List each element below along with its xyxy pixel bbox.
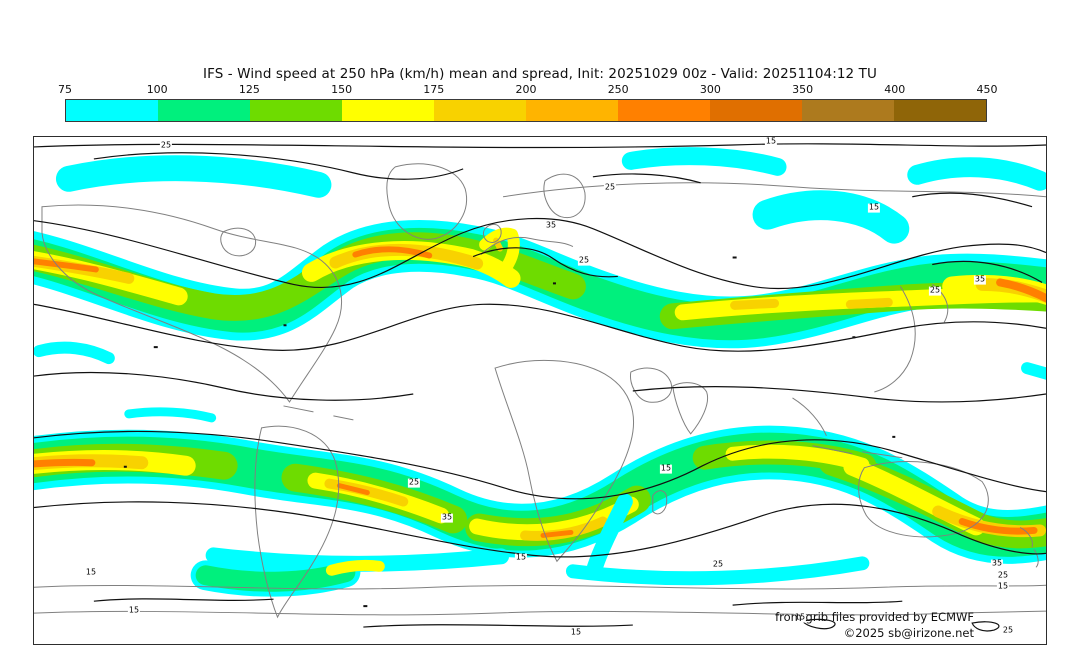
colorbar-tick-label: 150 (331, 83, 353, 96)
contour-label: 15 (793, 612, 807, 623)
colorbar-segment-200-250 (526, 100, 618, 121)
chart-title: IFS - Wind speed at 250 hPa (km/h) mean … (203, 66, 877, 82)
contour-label: 25 (407, 477, 421, 488)
contour-label: 15 (127, 605, 141, 616)
contour-label: 25 (159, 140, 173, 151)
contour-label: 35 (544, 220, 558, 231)
contour-label: 15 (569, 627, 583, 638)
colorbar-tick-label: 200 (515, 83, 537, 96)
map-canvas (34, 143, 1046, 632)
colorbar-tick-label: 250 (607, 83, 629, 96)
colorbar-tick-row: 75 100 125 150 175 200 250 300 350 400 450 (58, 83, 998, 96)
colorbar-segment-75-100 (66, 100, 158, 121)
contour-label: 25 (996, 570, 1010, 581)
colorbar-tick-label: 175 (423, 83, 445, 96)
contour-label: 25 (577, 255, 591, 266)
contour-label: 15 (996, 581, 1010, 592)
colorbar-segment-125-150 (250, 100, 342, 121)
attribution-copyright: ©2025 sb@irizone.net (843, 626, 974, 640)
colorbar-tick-label: 300 (699, 83, 721, 96)
contour-label: 25 (711, 559, 725, 570)
colorbar-tick-label: 400 (884, 83, 906, 96)
contour-label: 35 (990, 558, 1004, 569)
attribution-ecmwf: from grib files provided by ECMWF (775, 610, 974, 624)
contour-label: 15 (764, 136, 778, 147)
colorbar-tick-label: 350 (792, 83, 814, 96)
colorbar-segment-400-450 (894, 100, 986, 121)
contour-label: 25 (1001, 625, 1015, 636)
colorbar-tick-label: 450 (976, 83, 998, 96)
world-wind-map: 15 25 25 35 25 15 35 25 25 35 15 15 25 35 25 15 15 15 15 25… (33, 136, 1047, 645)
colorbar-segment-100-125 (158, 100, 250, 121)
colorbar-segment-300-350 (710, 100, 802, 121)
contour-label: 15 (514, 552, 528, 563)
contour-label: 25 (928, 285, 942, 296)
contour-label: 35 (973, 274, 987, 285)
colorbar-segment-150-175 (342, 100, 434, 121)
coastlines-layer (34, 163, 1046, 619)
colorbar-segment-350-400 (802, 100, 894, 121)
colorbar (65, 99, 987, 122)
contour-label: 15 (867, 202, 881, 213)
contour-label: 35 (440, 512, 454, 523)
colorbar-segment-175-200 (434, 100, 526, 121)
contour-label: 15 (659, 463, 673, 474)
colorbar-tick-label: 100 (146, 83, 168, 96)
contour-label: 25 (603, 182, 617, 193)
spread-contours-layer (34, 143, 1046, 632)
contour-label: 15 (84, 567, 98, 578)
colorbar-segment-250-300 (618, 100, 710, 121)
colorbar-tick-label: 75 (58, 83, 72, 96)
colorbar-tick-label: 125 (238, 83, 260, 96)
wind-speed-fill-layer (34, 147, 1046, 597)
